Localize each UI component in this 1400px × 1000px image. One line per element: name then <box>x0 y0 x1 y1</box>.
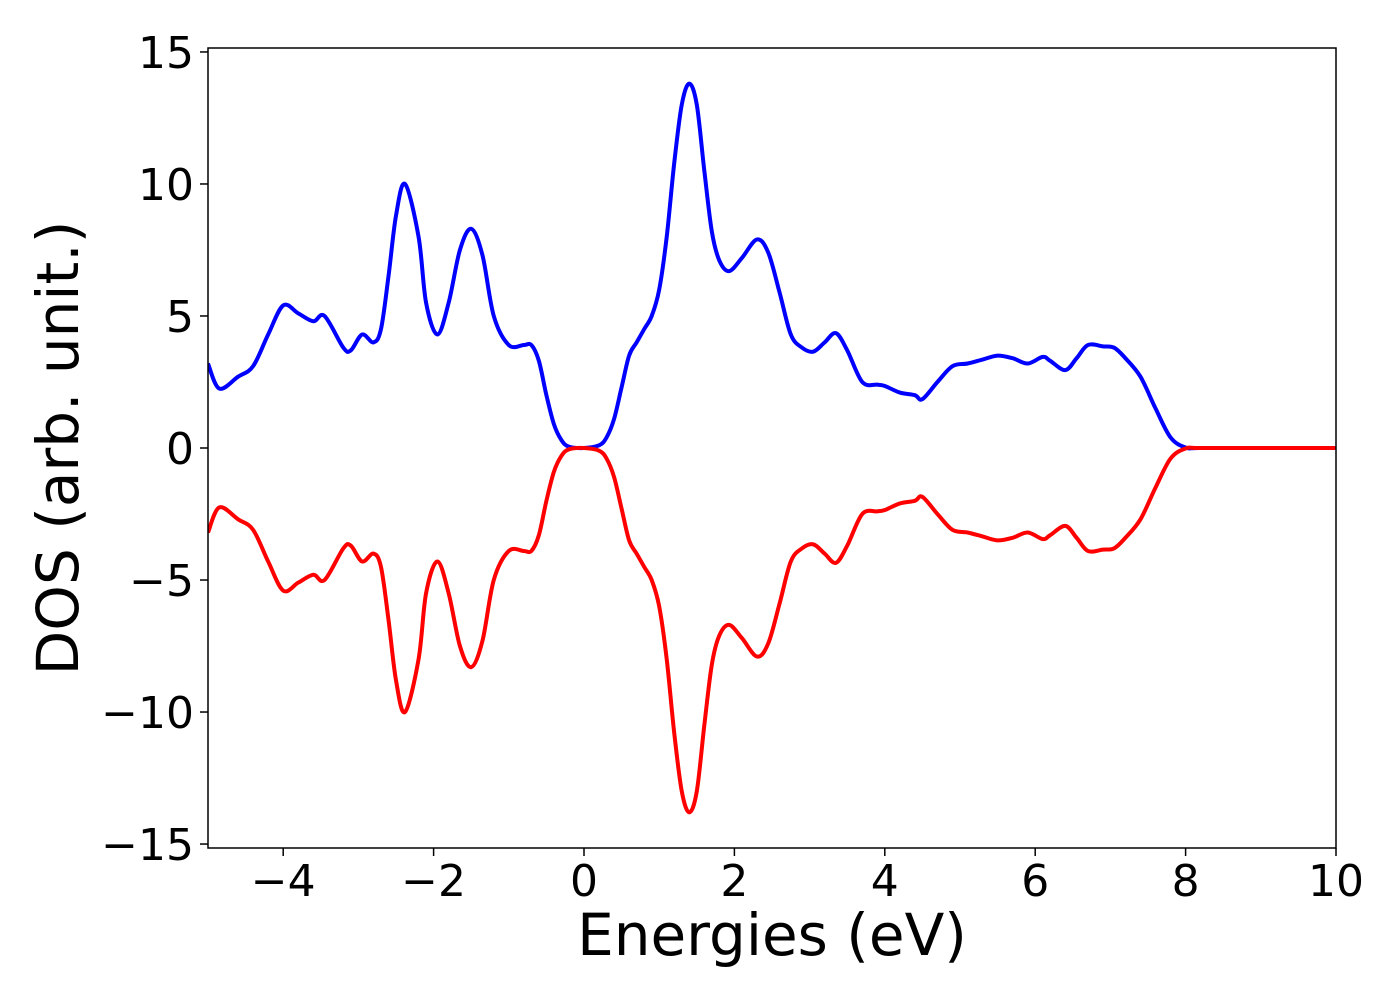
y-axis-label: DOS (arb. unit.) <box>24 221 92 676</box>
x-tick-label: 0 <box>570 856 598 907</box>
y-tick-label: 5 <box>166 292 194 343</box>
series-line <box>208 445 1336 815</box>
plot-frame <box>207 47 1337 849</box>
y-tick-label: 15 <box>138 28 194 79</box>
x-tick-label: 4 <box>871 856 899 907</box>
x-tick-label: 8 <box>1172 856 1200 907</box>
series-line <box>208 81 1336 451</box>
x-tick-label: 10 <box>1308 856 1364 907</box>
x-tick-label: 2 <box>720 856 748 907</box>
x-axis-label: Energies (eV) <box>577 901 967 969</box>
y-tick-label: −15 <box>101 820 194 871</box>
y-tick-label: −10 <box>101 688 194 739</box>
x-tick-label: 6 <box>1021 856 1049 907</box>
x-tick-label: −4 <box>251 856 316 907</box>
y-tick-label: −5 <box>129 556 194 607</box>
y-tick-label: 0 <box>166 424 194 475</box>
y-tick-label: 10 <box>138 160 194 211</box>
x-tick-label: −2 <box>401 856 466 907</box>
